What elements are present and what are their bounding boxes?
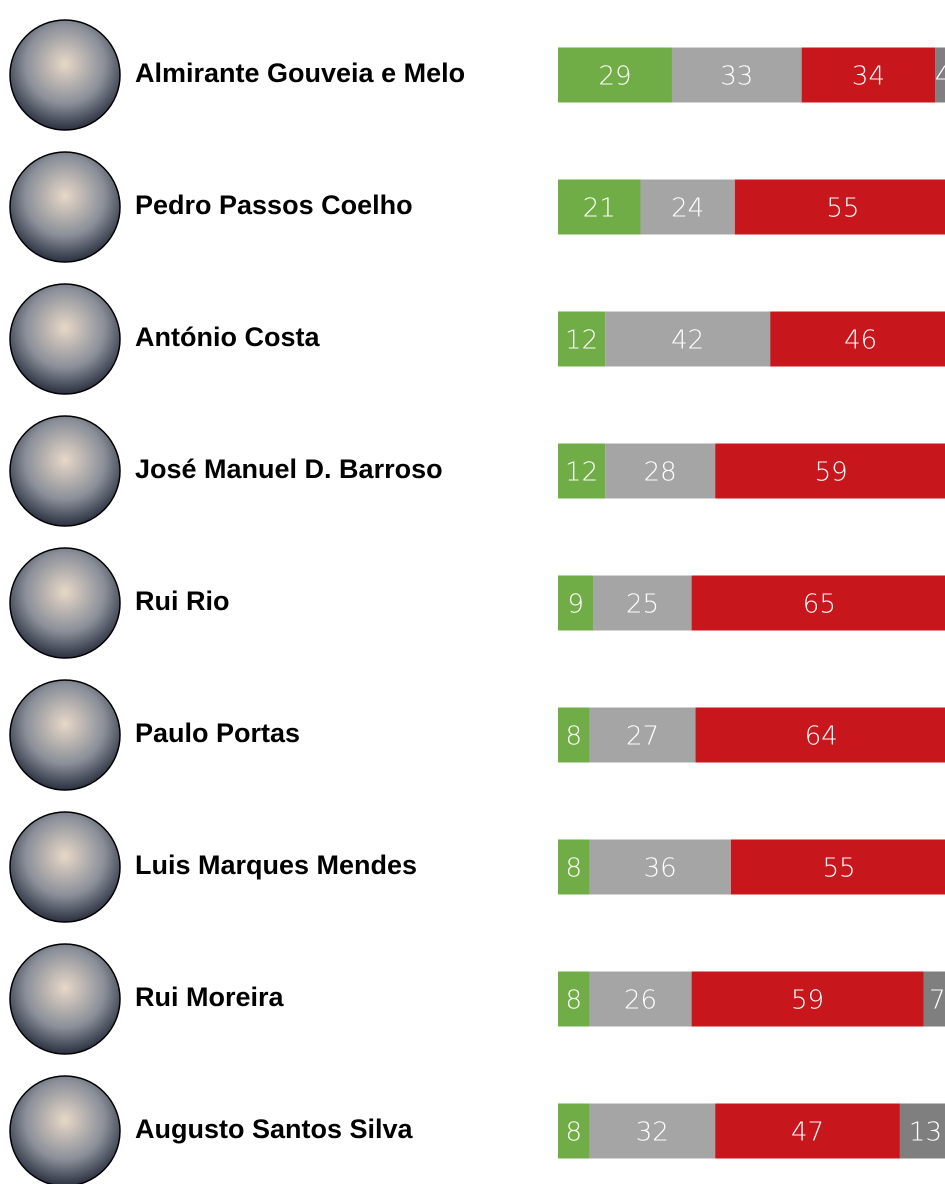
bar-segment <box>671 47 802 103</box>
person-name: Rui Rio <box>135 586 230 616</box>
bar-segment <box>935 47 945 103</box>
person-name: José Manuel D. Barroso <box>135 454 443 484</box>
bar-segment <box>770 311 945 367</box>
bar-segment <box>589 839 731 895</box>
value-label: 55 <box>826 194 859 224</box>
bar-segment <box>715 443 945 499</box>
portrait <box>9 19 121 131</box>
value-label: 59 <box>791 986 824 1016</box>
person-name: Rui Moreira <box>135 982 285 1012</box>
bar-segment <box>558 971 590 1027</box>
bar-segment <box>730 839 945 895</box>
bar-segment <box>558 839 590 895</box>
bar-segment <box>589 971 692 1027</box>
person-name: Augusto Santos Silva <box>135 1114 414 1144</box>
value-label: 12 <box>565 458 598 488</box>
value-label: 33 <box>720 62 753 92</box>
value-label: 59 <box>815 458 848 488</box>
value-label: 8 <box>565 722 582 752</box>
bar-segment <box>691 575 945 631</box>
bar-segment <box>801 47 936 103</box>
person-name: Luis Marques Mendes <box>135 850 417 880</box>
bar-segment <box>558 575 594 631</box>
value-label: 24 <box>671 194 704 224</box>
value-label: 13 <box>909 1118 942 1148</box>
bar-segment <box>715 1103 900 1159</box>
value-label: 8 <box>565 986 582 1016</box>
value-label: 28 <box>644 458 677 488</box>
value-label: 7 <box>929 986 945 1016</box>
person-name: Paulo Portas <box>135 718 300 748</box>
portrait <box>9 943 121 1055</box>
bar-segment <box>605 443 716 499</box>
bar-segment <box>558 707 590 763</box>
bar-segment <box>899 1103 945 1159</box>
value-label: 47 <box>791 1118 824 1148</box>
value-label: 9 <box>567 590 584 620</box>
portrait <box>9 283 121 395</box>
value-label: 65 <box>803 590 836 620</box>
bar-segment <box>734 179 945 235</box>
bar-segment <box>589 1103 716 1159</box>
portrait <box>9 679 121 791</box>
portrait <box>9 151 121 263</box>
bar-segment <box>695 707 945 763</box>
value-label: 46 <box>844 326 877 356</box>
value-label: 36 <box>644 854 677 884</box>
person-name: Pedro Passos Coelho <box>135 190 413 220</box>
value-label: 55 <box>822 854 855 884</box>
bar-segment <box>640 179 735 235</box>
value-label: 26 <box>624 986 657 1016</box>
bar-segment <box>558 443 606 499</box>
bar-segment <box>605 311 771 367</box>
value-label: 25 <box>626 590 659 620</box>
bar-segment <box>589 707 696 763</box>
value-label: 29 <box>598 62 631 92</box>
bar-segment <box>923 971 945 1027</box>
bar-segment <box>558 1103 590 1159</box>
value-label: 34 <box>852 62 885 92</box>
value-label: 8 <box>565 854 582 884</box>
portrait <box>9 415 121 527</box>
portrait <box>9 1075 121 1184</box>
value-label: 8 <box>565 1118 582 1148</box>
value-label: 27 <box>626 722 659 752</box>
value-label: 12 <box>565 326 598 356</box>
bar-segment <box>593 575 692 631</box>
value-label: 4 <box>935 62 945 92</box>
bar-segment <box>691 971 924 1027</box>
person-name: Almirante Gouveia e Melo <box>135 58 465 88</box>
person-name: António Costa <box>135 322 320 352</box>
portrait <box>9 547 121 659</box>
value-label: 32 <box>636 1118 669 1148</box>
bar-segment <box>558 311 606 367</box>
portrait <box>9 811 121 923</box>
bar-segment <box>558 47 672 103</box>
value-label: 64 <box>805 722 838 752</box>
bar-segment <box>558 179 641 235</box>
value-label: 42 <box>671 326 704 356</box>
value-label: 21 <box>583 194 616 224</box>
